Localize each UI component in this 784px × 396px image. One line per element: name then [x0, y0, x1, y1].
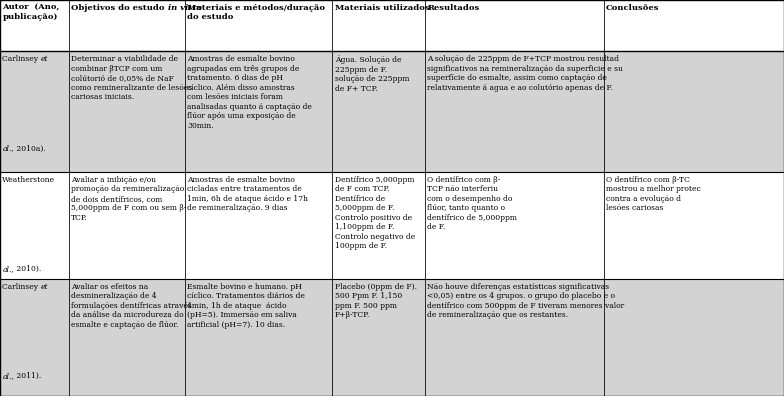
Bar	[332, 279, 425, 396]
Bar	[332, 51, 425, 172]
Text: al.,: al.,	[2, 372, 14, 380]
Text: Weatherstone: Weatherstone	[2, 176, 56, 184]
Text: Autor  (Ano,
publicação): Autor (Ano, publicação)	[2, 4, 60, 21]
Text: et: et	[41, 283, 49, 291]
Text: 2010).: 2010).	[14, 265, 42, 273]
Bar	[69, 172, 185, 279]
Bar	[425, 172, 604, 279]
Bar	[604, 172, 784, 279]
Bar	[604, 279, 784, 396]
Text: Avaliar os efeitos na
desmineralização de 4
formulações dentífricas através
da a: Avaliar os efeitos na desmineralização d…	[71, 283, 192, 329]
Text: Conclusões: Conclusões	[606, 4, 659, 11]
Text: Carlinsey: Carlinsey	[2, 283, 41, 291]
Bar	[185, 51, 332, 172]
Bar	[425, 279, 604, 396]
Bar	[69, 0, 185, 51]
Text: al.,: al.,	[2, 265, 14, 273]
Text: Carlinsey: Carlinsey	[2, 55, 41, 63]
Bar	[332, 0, 425, 51]
Text: al.,: al.,	[2, 145, 14, 152]
Text: Objetivos do estudo: Objetivos do estudo	[71, 4, 168, 11]
Text: O dentífrico com β-TC
mostrou a melhor protec
contra a evolução d
lesões cariosa: O dentífrico com β-TC mostrou a melhor p…	[606, 176, 701, 212]
Text: et: et	[41, 55, 49, 63]
Bar	[0, 0, 69, 51]
Text: 2010a).: 2010a).	[14, 145, 45, 152]
Text: Resultados: Resultados	[427, 4, 480, 11]
Bar	[0, 51, 69, 172]
Text: in vitro: in vitro	[168, 4, 201, 11]
Bar	[425, 0, 604, 51]
Bar	[0, 279, 69, 396]
Bar	[185, 172, 332, 279]
Bar	[69, 279, 185, 396]
Text: 2011).: 2011).	[14, 372, 42, 380]
Bar	[604, 0, 784, 51]
Text: Água. Solução de
225ppm de F.
solução de 225ppm
de F+ TCP.: Água. Solução de 225ppm de F. solução de…	[335, 55, 409, 93]
Bar	[185, 0, 332, 51]
Text: Amostras de esmalte bovino
agrupadas em três grupos de
tratamento. 6 dias de pH
: Amostras de esmalte bovino agrupadas em …	[187, 55, 312, 129]
Text: Materiais e métodos/duração
do estudo: Materiais e métodos/duração do estudo	[187, 4, 325, 21]
Bar	[185, 279, 332, 396]
Text: Não houve diferenças estatísticas significativas
<0,05) entre os 4 grupos. o gru: Não houve diferenças estatísticas signif…	[427, 283, 624, 319]
Text: Materiais utilizados: Materiais utilizados	[335, 4, 430, 11]
Bar	[69, 51, 185, 172]
Text: Avaliar a inibição e/ou
promoção da remineralização
de dois dentífricos, com
5,0: Avaliar a inibição e/ou promoção da remi…	[71, 176, 187, 222]
Bar	[0, 172, 69, 279]
Text: Determinar a viabilidade de
combinar βTCP com um
colútorió de 0,05% de NaF
como : Determinar a viabilidade de combinar βTC…	[71, 55, 192, 101]
Text: Placebo (0ppm de F).
500 Ppm F. 1,150
ppm F. 500 ppm
F+β-TCP.: Placebo (0ppm de F). 500 Ppm F. 1,150 pp…	[335, 283, 417, 319]
Text: Esmalte bovino e humano. pH
cíclico. Tratamentos diários de
4min, 1h de ataque  : Esmalte bovino e humano. pH cíclico. Tra…	[187, 283, 305, 329]
Bar	[332, 172, 425, 279]
Text: A solução de 225ppm de F+TCP mostrou resultad
significativos na remineralização : A solução de 225ppm de F+TCP mostrou res…	[427, 55, 623, 91]
Text: Amostras de esmalte bovino
cicladas entre tratamentos de
1min, 6h de ataque ácid: Amostras de esmalte bovino cicladas entr…	[187, 176, 308, 212]
Text: Dentífrico 5,000ppm
de F com TCP.
Dentífrico de
5,000ppm de F.
Controlo positivo: Dentífrico 5,000ppm de F com TCP. Dentíf…	[335, 176, 415, 250]
Bar	[425, 51, 604, 172]
Text: O dentífrico com β-
TCP não interferiu
com o desempenho do
flúor, tanto quanto o: O dentífrico com β- TCP não interferiu c…	[427, 176, 517, 231]
Bar	[604, 51, 784, 172]
